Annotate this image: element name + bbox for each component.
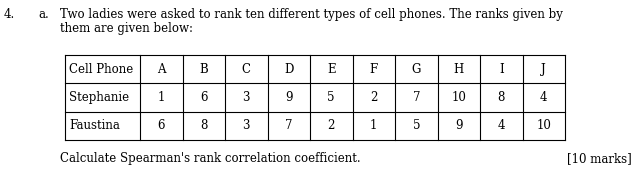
Text: 8: 8 (497, 91, 505, 104)
Text: H: H (454, 63, 464, 76)
Text: 10: 10 (451, 91, 466, 104)
Text: G: G (412, 63, 421, 76)
Text: 4: 4 (540, 91, 547, 104)
Text: 7: 7 (413, 91, 420, 104)
Text: J: J (541, 63, 546, 76)
Text: 4.: 4. (4, 8, 15, 21)
Text: 2: 2 (370, 91, 378, 104)
Text: 4: 4 (497, 119, 505, 132)
Text: 3: 3 (243, 91, 250, 104)
Text: Two ladies were asked to rank ten different types of cell phones. The ranks give: Two ladies were asked to rank ten differ… (60, 8, 563, 21)
Text: F: F (369, 63, 378, 76)
Text: 8: 8 (200, 119, 208, 132)
Text: 6: 6 (157, 119, 165, 132)
Text: 7: 7 (285, 119, 292, 132)
Text: Cell Phone: Cell Phone (69, 63, 133, 76)
Text: I: I (499, 63, 504, 76)
Text: Calculate Spearman's rank correlation coefficient.: Calculate Spearman's rank correlation co… (60, 152, 361, 165)
Text: Faustina: Faustina (69, 119, 120, 132)
Text: 1: 1 (370, 119, 378, 132)
Text: A: A (157, 63, 166, 76)
Text: 3: 3 (243, 119, 250, 132)
Text: 5: 5 (413, 119, 420, 132)
Text: [10 marks]: [10 marks] (568, 152, 632, 165)
Text: B: B (199, 63, 208, 76)
Text: 9: 9 (455, 119, 462, 132)
Text: 2: 2 (327, 119, 335, 132)
Text: 10: 10 (536, 119, 551, 132)
Text: 9: 9 (285, 91, 292, 104)
Text: a.: a. (38, 8, 49, 21)
Text: D: D (284, 63, 294, 76)
Text: 6: 6 (200, 91, 208, 104)
Text: E: E (327, 63, 336, 76)
Text: C: C (242, 63, 251, 76)
Text: 1: 1 (157, 91, 165, 104)
Text: 5: 5 (327, 91, 335, 104)
Text: Stephanie: Stephanie (69, 91, 129, 104)
Text: them are given below:: them are given below: (60, 22, 193, 35)
